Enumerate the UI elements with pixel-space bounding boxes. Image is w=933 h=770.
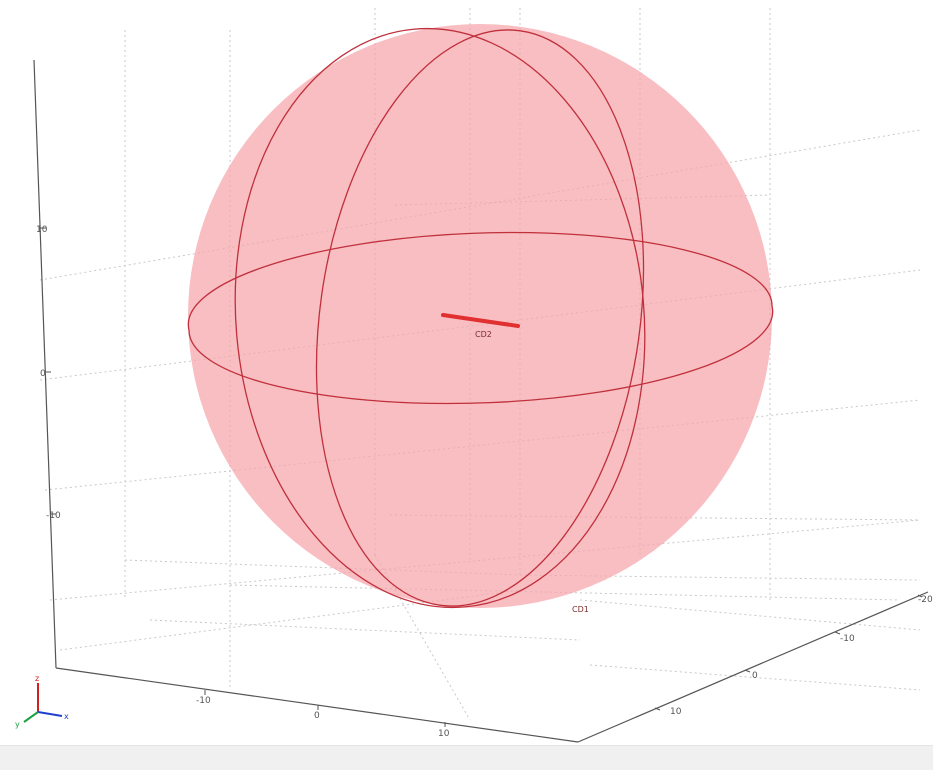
z-tick-bottom: -10 (46, 511, 61, 521)
bottom-toolbar (0, 745, 933, 770)
x-tick-left: -10 (196, 696, 211, 706)
meridian-ring-left (234, 27, 646, 609)
x-tick-right: 10 (438, 729, 450, 739)
surface-atom-label: CD1 (572, 605, 589, 614)
z-axis (33, 59, 57, 669)
central-bond[interactable] (441, 313, 520, 328)
triad-y-label: y (15, 720, 20, 729)
x-tick-mid: 0 (314, 711, 320, 721)
y-tick-4: 10 (670, 707, 682, 717)
scene-canvas[interactable]: CD2 CD1 10 0 -10 -10 0 10 -20 -10 0 10 2… (0, 0, 933, 745)
triad-x-axis (37, 711, 63, 717)
meridian-ring-right (315, 29, 645, 607)
triad-y-axis (23, 711, 39, 723)
y-tick-3: 0 (752, 671, 758, 681)
z-tick-top: 10 (36, 225, 48, 235)
y-tick-2: -10 (840, 634, 855, 644)
axes (33, 59, 929, 743)
tick-marks (40, 227, 923, 727)
triad-x-label: x (64, 712, 69, 721)
x-axis (55, 667, 579, 743)
orientation-triad: z x y (15, 674, 69, 729)
y-tick-1: -20 (918, 595, 933, 605)
center-atom-label: CD2 (475, 330, 492, 339)
sphere-surface (188, 24, 772, 608)
y-axis (577, 591, 929, 743)
z-tick-mid: 0 (40, 369, 46, 379)
sphere[interactable] (187, 9, 774, 628)
triad-z-label: z (35, 674, 39, 683)
equator-ring (187, 231, 774, 405)
